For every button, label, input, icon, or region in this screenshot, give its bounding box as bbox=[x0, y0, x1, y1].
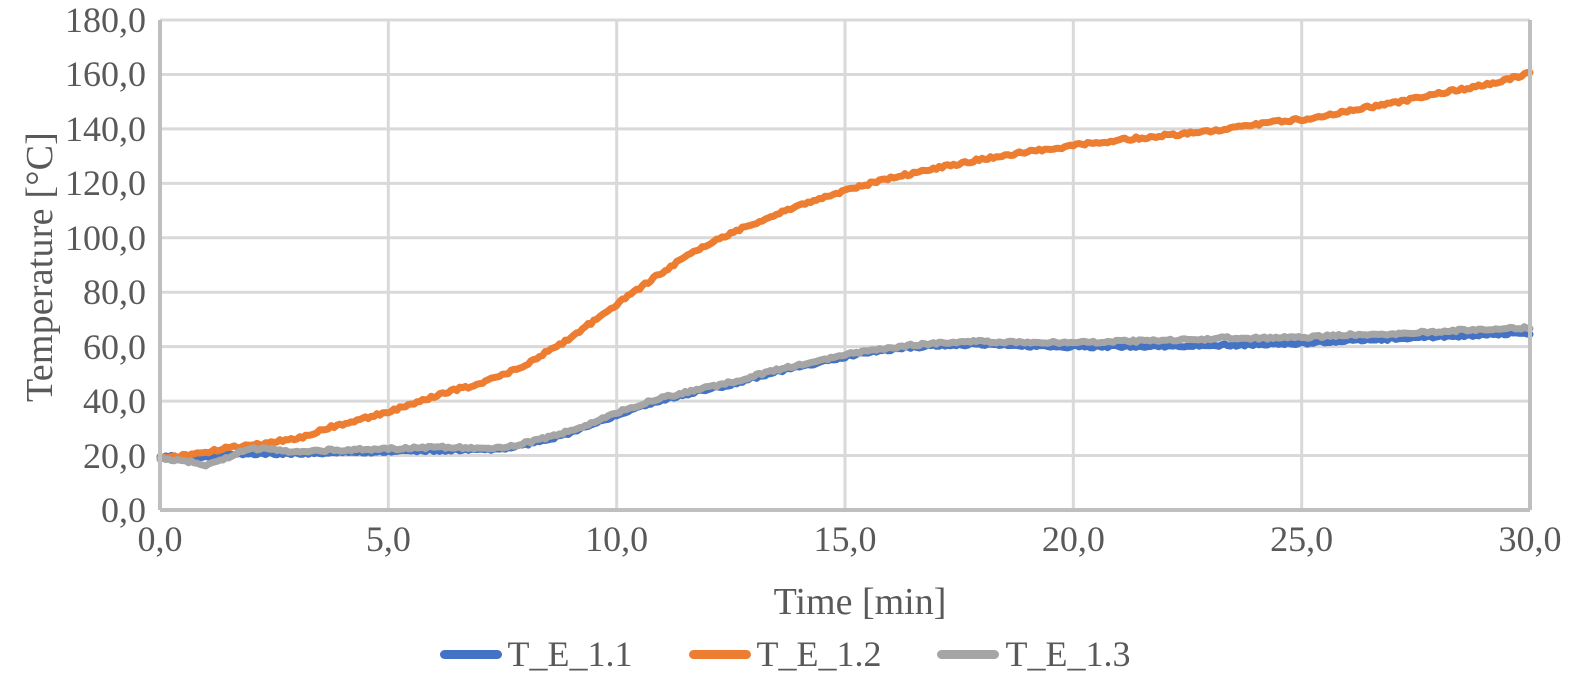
x-tick-label: 30,0 bbox=[1498, 519, 1562, 559]
x-axis-tick-labels: 0,0 5,0 10,0 15,0 20,0 25,0 30,0 bbox=[0, 521, 1570, 569]
x-tick-label: 25,0 bbox=[1270, 519, 1334, 559]
legend-label: T_E_1.3 bbox=[1005, 634, 1131, 674]
y-tick-label: 180,0 bbox=[65, 0, 146, 40]
y-tick-label: 20,0 bbox=[83, 435, 146, 476]
y-tick-label: 40,0 bbox=[83, 381, 146, 422]
y-tick-label: 0,0 bbox=[101, 490, 146, 530]
series-line-t-e-1-3 bbox=[156, 323, 1534, 470]
x-axis-title-text: Time [min] bbox=[773, 581, 947, 623]
x-tick-label: 10,0 bbox=[585, 519, 649, 559]
y-tick-label: 140,0 bbox=[65, 108, 146, 149]
y-tick-label: 120,0 bbox=[65, 163, 146, 204]
legend-item[interactable]: T_E_1.3 bbox=[937, 636, 1130, 672]
x-tick-label: 20,0 bbox=[1041, 519, 1105, 559]
y-tick-label: 100,0 bbox=[65, 217, 146, 258]
legend-label: T_E_1.1 bbox=[507, 634, 633, 674]
y-tick-label: 60,0 bbox=[83, 326, 146, 367]
series-lines bbox=[156, 69, 1534, 470]
legend-swatch-icon bbox=[439, 649, 502, 659]
legend-item[interactable]: T_E_1.1 bbox=[439, 634, 633, 674]
chart-legend: T_E_1.1 T_E_1.2 T_E_1.3 bbox=[0, 636, 1570, 672]
legend-item[interactable]: T_E_1.2 bbox=[688, 634, 882, 674]
legend-swatch-icon bbox=[688, 649, 751, 659]
legend-label: T_E_1.2 bbox=[756, 634, 882, 674]
x-axis-title: Time [min] bbox=[0, 580, 1570, 624]
y-tick-label: 80,0 bbox=[83, 272, 146, 313]
gridlines bbox=[158, 18, 1532, 512]
y-axis-tick-labels: 0,0 20,0 40,0 60,0 80,0 100,0 120,0 140,0 160,0 1… bbox=[0, 0, 146, 530]
x-tick-label: 0,0 bbox=[137, 519, 183, 559]
y-tick-label: 160,0 bbox=[65, 54, 146, 95]
x-tick-label: 5,0 bbox=[365, 519, 411, 559]
axis-lines bbox=[158, 20, 1532, 512]
series-line-t-e-1-2 bbox=[156, 69, 1534, 462]
x-tick-label: 15,0 bbox=[813, 519, 877, 559]
legend-swatch-icon bbox=[937, 649, 1000, 659]
